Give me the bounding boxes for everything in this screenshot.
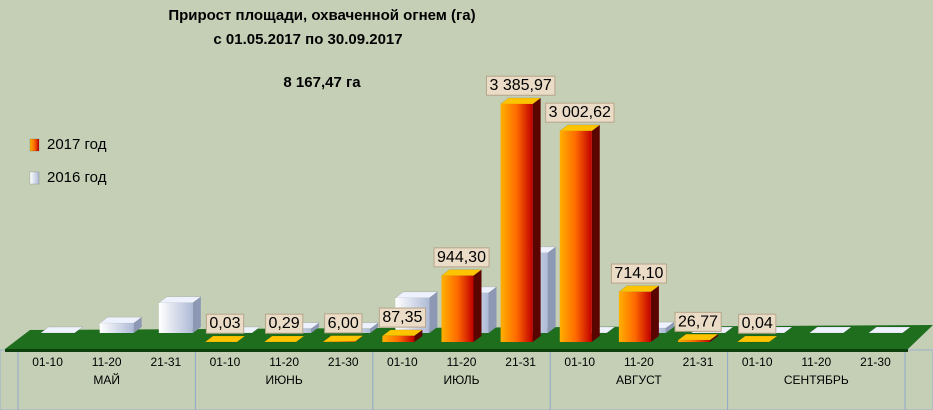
month-label: МАЙ — [93, 372, 120, 387]
value-label-box — [674, 311, 722, 332]
bar — [99, 323, 134, 333]
x-tick-label: 11-20 — [269, 355, 299, 369]
bar-side — [547, 246, 556, 333]
x-tick-label: 21-31 — [150, 355, 181, 369]
value-label-box — [265, 313, 304, 334]
chart-title: Прирост площади, охваченной огнем (га) — [168, 7, 475, 24]
x-tick-label: 01-10 — [742, 355, 773, 369]
month-label: ИЮЛЬ — [444, 373, 480, 387]
value-label: 26,77 — [678, 313, 718, 330]
bar-side — [133, 317, 142, 333]
value-label-box — [378, 307, 426, 328]
x-tick-label: 01-10 — [564, 355, 595, 369]
x-tick-label: 11-20 — [447, 355, 477, 369]
value-label: 0,29 — [269, 315, 300, 332]
bar-side — [488, 286, 497, 333]
bar — [559, 130, 592, 342]
legend-swatch — [29, 138, 40, 152]
bar-side — [650, 285, 659, 342]
bar-side — [370, 322, 379, 333]
x-tick-label: 11-20 — [801, 355, 831, 369]
x-tick-label: 11-20 — [624, 355, 654, 369]
value-label-box — [205, 313, 245, 334]
bar — [500, 104, 533, 342]
value-label-group: 6,00 — [324, 313, 363, 334]
x-tick-label: 21-30 — [860, 355, 891, 369]
bar-side — [429, 291, 438, 333]
value-label-group: 26,77 — [674, 311, 722, 332]
value-label: 0,04 — [742, 315, 773, 332]
value-label-group: 0,29 — [265, 313, 304, 334]
legend-swatch — [29, 171, 40, 185]
bar — [441, 275, 474, 342]
bar-side — [296, 335, 305, 342]
value-label-group: 87,35 — [378, 307, 426, 328]
x-tick-label: 21-30 — [328, 355, 359, 369]
x-tick-label: 01-10 — [387, 355, 418, 369]
value-label-box — [545, 102, 615, 123]
bar-side — [311, 322, 320, 333]
value-label-group: 0,04 — [738, 313, 777, 334]
value-label-box — [485, 75, 556, 96]
value-label-group: 714,10 — [610, 263, 667, 284]
value-label-group: 3 385,97 — [485, 75, 556, 96]
x-tick-label: 01-10 — [32, 355, 63, 369]
bar — [678, 340, 711, 342]
value-label-group: 944,30 — [433, 247, 490, 268]
x-tick-label: 11-20 — [92, 355, 122, 369]
value-label: 944,30 — [437, 249, 486, 266]
month-label: АВГУСТ — [616, 373, 662, 387]
bar-side — [473, 269, 482, 342]
value-label-group: 3 002,62 — [545, 102, 615, 123]
bar-side — [710, 334, 719, 342]
bar-side — [192, 296, 201, 333]
value-label-box — [610, 263, 667, 284]
bar-side — [355, 335, 364, 342]
value-label: 87,35 — [382, 309, 422, 326]
bar — [382, 335, 415, 342]
value-label: 0,03 — [209, 315, 240, 332]
bar-side — [665, 322, 674, 333]
x-tick-label: 21-31 — [505, 355, 536, 369]
bar-side — [769, 335, 778, 342]
value-label-box — [324, 313, 363, 334]
value-label-group: 0,03 — [205, 313, 245, 334]
bar-side — [532, 98, 541, 342]
bar-side — [236, 335, 245, 342]
x-tick-label: 21-31 — [683, 355, 714, 369]
month-label: СЕНТЯБРЬ — [784, 373, 849, 387]
legend-label: 2017 год — [47, 136, 107, 153]
chart-subtitle: с 01.05.2017 по 30.09.2017 — [213, 31, 402, 48]
value-label: 3 002,62 — [549, 104, 611, 121]
bar-side — [414, 329, 423, 342]
value-label: 3 385,97 — [489, 77, 551, 94]
value-label: 714,10 — [614, 265, 663, 282]
value-label-box — [433, 247, 490, 268]
bar — [158, 302, 193, 333]
bar-side — [591, 124, 600, 342]
value-label-box — [738, 313, 777, 334]
month-label: ИЮНЬ — [265, 373, 302, 387]
x-tick-label: 01-10 — [210, 355, 241, 369]
bar — [618, 291, 651, 342]
legend-label: 2016 год — [47, 169, 107, 186]
floor-edge — [5, 349, 908, 352]
value-label: 6,00 — [328, 315, 359, 332]
annotation: 8 167,47 га — [283, 74, 361, 91]
